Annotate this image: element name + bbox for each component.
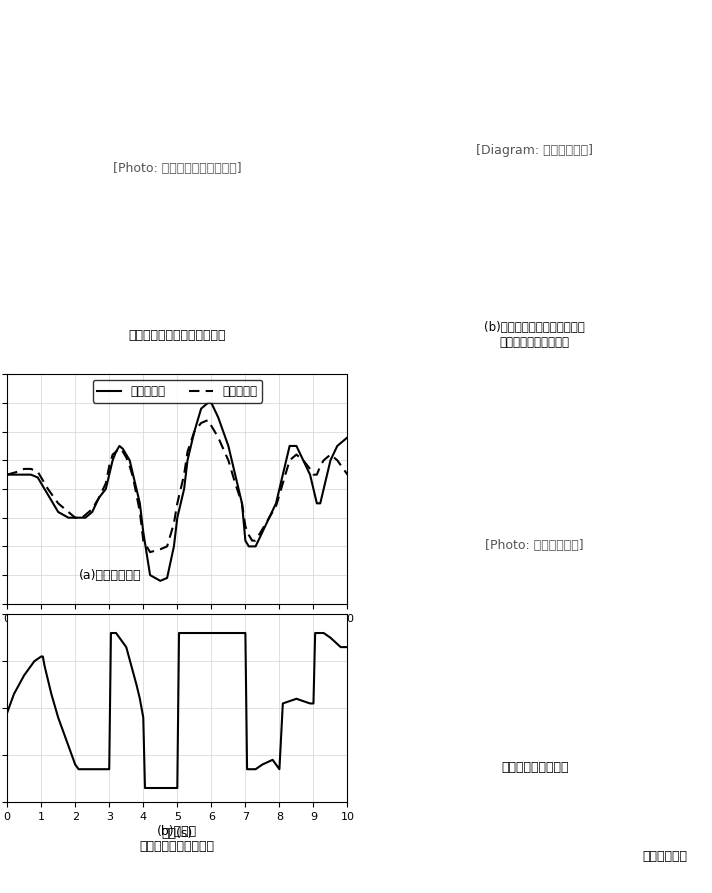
X-axis label: 時間(s): 時間(s): [162, 827, 193, 840]
前方ローラ: [343, 432, 352, 443]
Text: 図４　露地での利用: 図４ 露地での利用: [501, 762, 568, 774]
前方ローラ: [180, 484, 189, 495]
前方ローラ: [204, 397, 212, 408]
後方ローラ: [251, 535, 260, 546]
Text: (a)　ローラ位置: (a) ローラ位置: [79, 570, 142, 582]
後方ローラ: [343, 470, 352, 480]
Text: (b)操舵角
図３　自動直進結果例: (b)操舵角 図３ 自動直進結果例: [140, 825, 215, 853]
前方ローラ: [251, 541, 260, 552]
前方ローラ: [173, 513, 182, 523]
後方ローラ: [112, 446, 120, 457]
前方ローラ: [3, 470, 11, 480]
Text: [Diagram: ローラの構造]: [Diagram: ローラの構造]: [476, 145, 593, 157]
Text: (b)ベンチから車両が近いとき
　図２　ローラの構造: (b)ベンチから車両が近いとき 図２ ローラの構造: [484, 321, 585, 349]
後方ローラ: [333, 455, 342, 465]
Legend: 前方ローラ, 後方ローラ: 前方ローラ, 後方ローラ: [93, 380, 262, 403]
前方ローラ: [119, 444, 127, 455]
Text: （太田智彦）: （太田智彦）: [643, 850, 688, 863]
後方ローラ: [3, 470, 11, 480]
Text: [Photo: 露地での利用]: [Photo: 露地での利用]: [486, 538, 584, 552]
前方ローラ: [156, 575, 164, 586]
後方ローラ: [180, 470, 189, 480]
Line: 前方ローラ: 前方ローラ: [7, 403, 347, 580]
前方ローラ: [112, 446, 120, 457]
後方ローラ: [173, 498, 182, 509]
後方ローラ: [204, 414, 212, 425]
後方ローラ: [119, 446, 127, 457]
Text: [Photo: 小型自動走行システム]: [Photo: 小型自動走行システム]: [113, 163, 241, 175]
前方ローラ: [333, 440, 342, 451]
Line: 後方ローラ: 後方ローラ: [7, 420, 347, 552]
Text: 図１　小型自動走行システム: 図１ 小型自動走行システム: [129, 329, 226, 342]
後方ローラ: [146, 547, 155, 557]
X-axis label: 時間 (s): 時間 (s): [159, 629, 195, 642]
